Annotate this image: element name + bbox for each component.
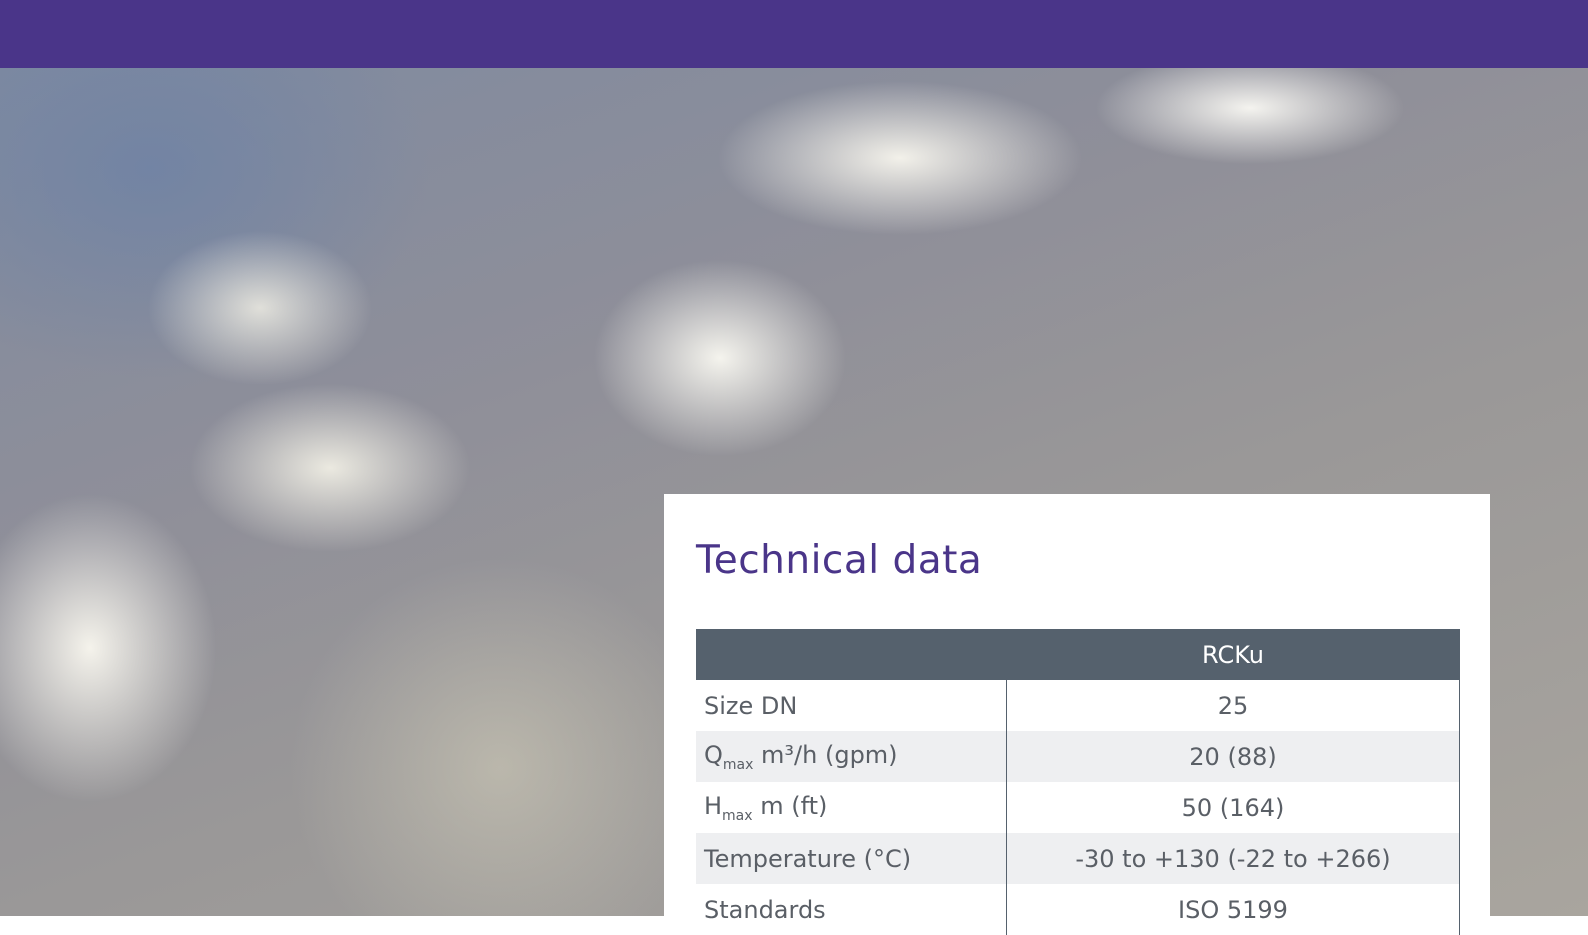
row-label: Standards xyxy=(696,884,1007,935)
row-label: Hmax m (ft) xyxy=(696,782,1007,833)
card-title: Technical data xyxy=(696,538,982,583)
header-row: RCKu xyxy=(696,629,1460,680)
row-value: -30 to +130 (-22 to +266) xyxy=(1007,833,1460,884)
label-main: Q xyxy=(704,741,723,769)
header-cell: RCKu xyxy=(1007,629,1460,680)
row: Qmax m³/h (gpm) 20 (88) xyxy=(696,731,1460,782)
header-empty xyxy=(696,629,1007,680)
row-label: Qmax m³/h (gpm) xyxy=(696,731,1007,782)
row-label: Size DN xyxy=(696,680,1007,731)
row-value: 20 (88) xyxy=(1007,731,1460,782)
row: Hmax m (ft) 50 (164) xyxy=(696,782,1460,833)
row-label: Temperature (°C) xyxy=(696,833,1007,884)
label-sub: max xyxy=(722,808,753,824)
label-main: H xyxy=(704,792,722,820)
top-bar xyxy=(0,0,1588,68)
row: Size DN 25 xyxy=(696,680,1460,731)
label-rest: m (ft) xyxy=(760,792,827,820)
row: Temperature (°C) -30 to +130 (-22 to +26… xyxy=(696,833,1460,884)
row-value: ISO 5199 xyxy=(1007,884,1460,935)
row-value: 50 (164) xyxy=(1007,782,1460,833)
data-table: RCKu Size DN 25 Qmax m³/h (gpm) 20 (88) … xyxy=(696,629,1460,935)
page: Technical data RCKu Size DN 25 Qmax m³/h… xyxy=(0,0,1588,916)
label-rest: m³/h (gpm) xyxy=(761,741,898,769)
row-value: 25 xyxy=(1007,680,1460,731)
label-sub: max xyxy=(723,757,754,773)
technical-data-card: Technical data RCKu Size DN 25 Qmax m³/h… xyxy=(664,494,1490,916)
row: Standards ISO 5199 xyxy=(696,884,1460,935)
